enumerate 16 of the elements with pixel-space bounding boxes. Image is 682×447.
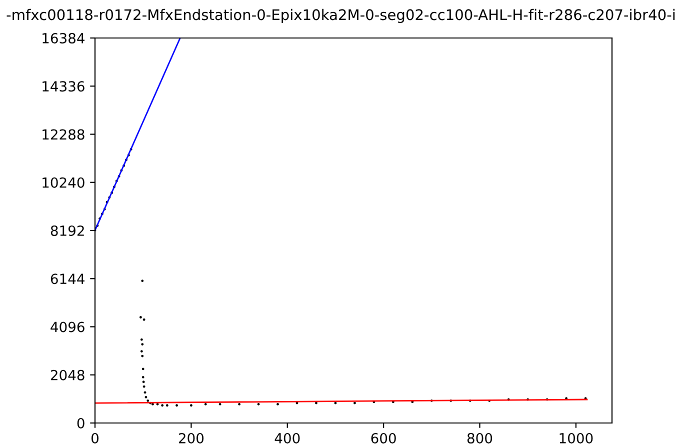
y-tick-label: 8192 xyxy=(50,225,84,236)
x-tick-label: 1000 xyxy=(560,432,593,444)
x-tick-label: 200 xyxy=(178,432,204,444)
y-tick-label: 6144 xyxy=(50,274,84,284)
x-tick-label: 600 xyxy=(371,432,396,444)
y-tick-label: 14336 xyxy=(42,81,84,92)
y-tick-label: 10240 xyxy=(42,177,84,188)
y-tick-label: 2048 xyxy=(50,370,84,380)
y-tick-label: 16384 xyxy=(42,32,84,44)
x-tick-label: 400 xyxy=(274,432,300,444)
x-tick-label: 0 xyxy=(91,432,98,444)
y-tick-label: 12288 xyxy=(42,129,84,140)
x-tick-label: 800 xyxy=(467,432,492,444)
chart-title: -mfxc00118-r0172-MfxEndstation-0-Epix10ka2M-0-seg02-cc100-AHL-H-fit-r286-c207-ibr40-i xyxy=(6,8,675,24)
y-tick-label: 4096 xyxy=(50,322,84,332)
y-tick-label: 0 xyxy=(77,418,84,428)
